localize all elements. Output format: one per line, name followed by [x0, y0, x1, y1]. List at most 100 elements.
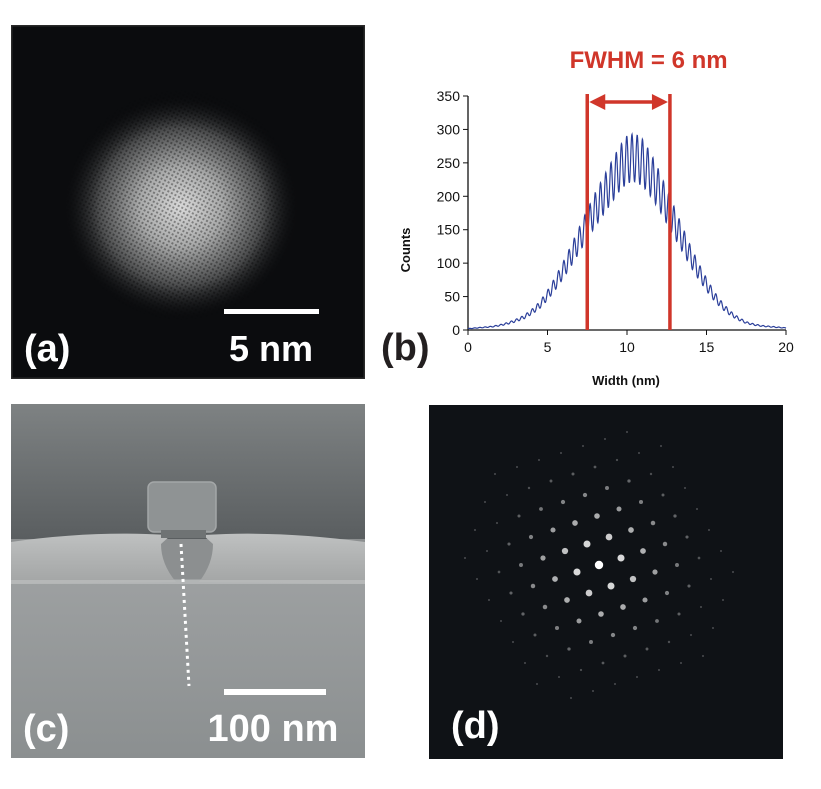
panel-c-label: (c) [23, 708, 69, 750]
diffraction-spot [626, 431, 628, 433]
diffraction-spot [616, 506, 622, 512]
diffraction-spot [601, 661, 605, 665]
diffraction-spot [623, 654, 627, 658]
diffraction-spot [589, 640, 593, 644]
diffraction-spot [567, 647, 571, 651]
diffraction-spot [592, 690, 594, 692]
fwhm-arrow-left-head [589, 94, 606, 110]
diffraction-spot [539, 507, 543, 511]
diffraction-spot [558, 676, 560, 678]
fwhm-annotation: FWHM = 6 nm [570, 47, 728, 330]
diffraction-spot [664, 590, 670, 596]
diffraction-spot [675, 563, 679, 567]
diffraction-spot [708, 529, 710, 531]
diffraction-spot [655, 619, 659, 623]
panel-d-label: (d) [451, 705, 500, 747]
diffraction-spot [684, 487, 686, 489]
x-tick-label: 20 [778, 339, 794, 355]
diffraction-spot [632, 625, 638, 631]
diffraction-spot [702, 655, 704, 657]
diffraction-spot [690, 634, 692, 636]
diffraction-spot [476, 578, 478, 580]
diffraction-spot [519, 563, 523, 567]
diffraction-spot [527, 486, 531, 490]
diffraction-spot [627, 479, 631, 483]
profile-dotted-line [179, 543, 191, 687]
diffraction-spot [571, 472, 575, 476]
panel-b-chart: FWHM = 6 nm 0 5 10 15 20 0 50 100 150 200 250 300 35… [376, 30, 806, 395]
panel-a-image: 5 nm (a) [11, 25, 365, 379]
y-tick-label: 350 [437, 88, 461, 104]
diffraction-spot [512, 641, 514, 643]
diffraction-spot [545, 654, 549, 658]
y-tick-label: 200 [437, 188, 461, 204]
diffraction-spot [594, 513, 600, 519]
panel-d-image: (d) [429, 405, 783, 759]
diffraction-spot [560, 452, 562, 454]
diffraction-spot [732, 571, 734, 573]
diffraction-spot [658, 669, 660, 671]
diffraction-spot [554, 625, 560, 631]
diffraction-spot [722, 599, 724, 601]
diffraction-spot [649, 472, 653, 476]
diffraction-spot [579, 668, 583, 672]
diffraction-spot [538, 459, 540, 461]
diffraction-spot [661, 493, 665, 497]
diffraction-spot [516, 466, 518, 468]
y-tick-label: 100 [437, 255, 461, 271]
diffraction-spot [638, 452, 640, 454]
diffraction-spot [542, 604, 548, 610]
profile-chart: FWHM = 6 nm 0 5 10 15 2005010015020025030035… [376, 30, 806, 395]
diffraction-spot [552, 576, 558, 582]
panel-d: (d) [429, 405, 783, 759]
diffraction-spot [533, 633, 537, 637]
x-tick-label: 15 [699, 339, 715, 355]
scale-bar-a [224, 309, 319, 314]
diffraction-spot [507, 542, 511, 546]
diffraction-spot [697, 556, 701, 560]
diffraction-spot [699, 605, 703, 609]
y-tick-label: 0 [452, 322, 460, 338]
diffraction-spot [687, 584, 691, 588]
diffraction-spot [582, 445, 584, 447]
diffraction-spot [530, 583, 536, 589]
diffraction-spot [662, 541, 668, 547]
diffraction-spot [620, 604, 626, 610]
scale-bar-a-label: 5 nm [229, 328, 313, 369]
y-tick-label: 250 [437, 155, 461, 171]
profile-line [467, 131, 787, 330]
diffraction-spot [610, 632, 616, 638]
y-tick-label: 300 [437, 121, 461, 137]
diffraction-spot [712, 627, 714, 629]
diffraction-spot [636, 676, 638, 678]
diffraction-spot [549, 479, 553, 483]
diffraction-spot [528, 534, 534, 540]
diffraction-spot [509, 591, 513, 595]
diffraction-spot [497, 570, 501, 574]
diffraction-spot [495, 521, 499, 525]
diffraction-spot [605, 486, 609, 490]
diffraction-spot [667, 640, 671, 644]
diffraction-spot [464, 557, 466, 559]
diffraction-spot [494, 473, 496, 475]
diffraction-spot [583, 540, 591, 548]
diffraction-spot [660, 445, 662, 447]
diffraction-spot [710, 578, 712, 580]
diffraction-spot [585, 589, 593, 597]
diffraction-spot [524, 662, 526, 664]
diffraction-spot [615, 458, 619, 462]
diffraction-spot [598, 611, 604, 617]
diffraction-spot [628, 527, 634, 533]
diffraction-spot [576, 618, 582, 624]
diffraction-spot [488, 599, 490, 601]
panel-c: 100 nm (c) [11, 404, 365, 758]
diffraction-spot [573, 568, 581, 576]
nanowire-block [147, 481, 217, 533]
diffraction-spot [517, 514, 521, 518]
diffraction-spot [484, 501, 486, 503]
diffraction-spot [604, 438, 606, 440]
x-tick-label: 5 [544, 339, 552, 355]
diffraction-spot [506, 494, 508, 496]
diffraction-spot [673, 514, 677, 518]
diffraction-spot [617, 554, 625, 562]
